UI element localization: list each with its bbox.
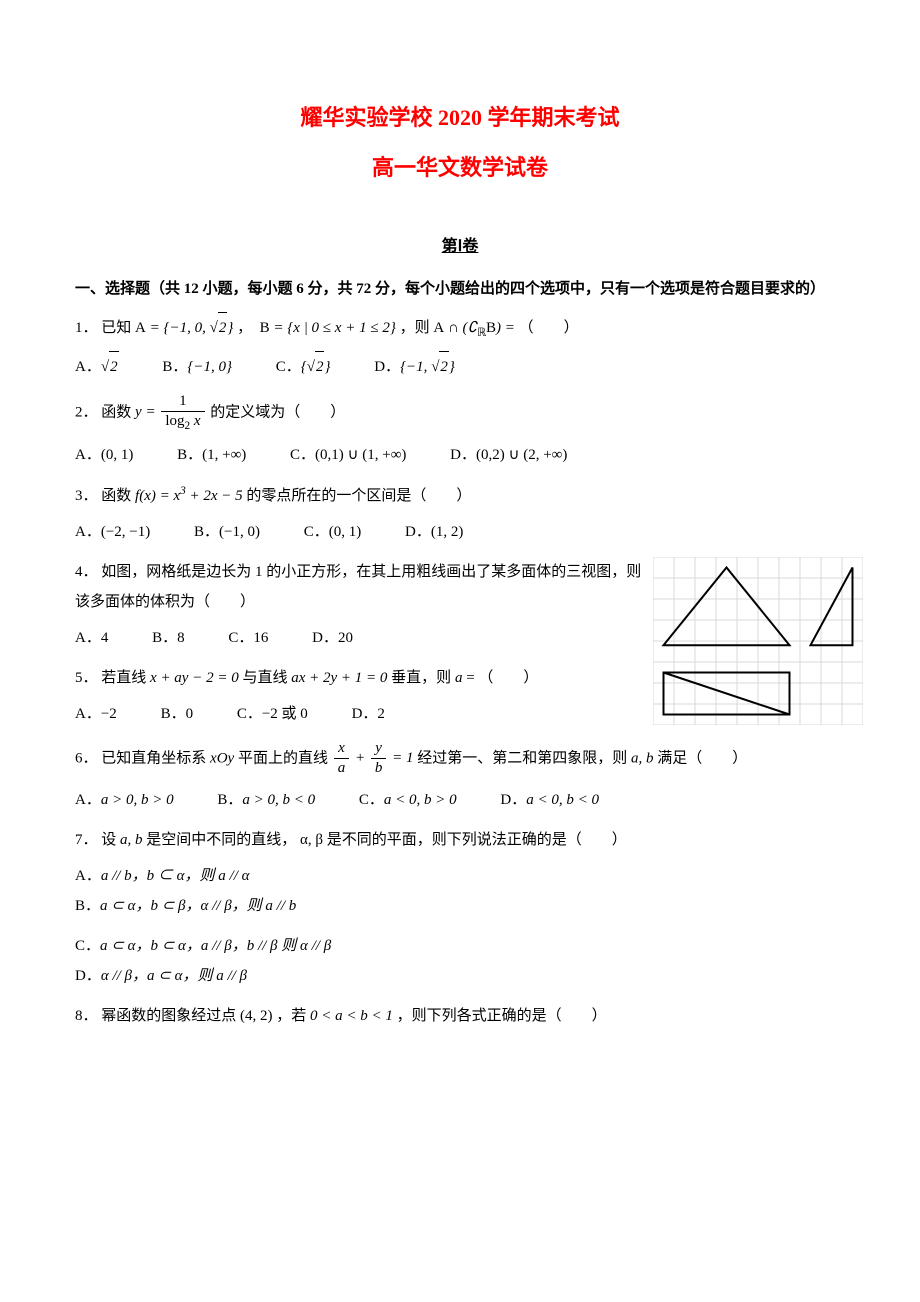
q7-stem-post: 是不同的平面，则下列说法正确的是（ ） xyxy=(327,832,627,848)
q6-stem-mid2: 经过第一、第二和第四象限，则 xyxy=(417,750,631,766)
q3-stem-pre: 函数 xyxy=(101,488,135,504)
question-7: 7． 设 a, b 是空间中不同的直线， α, β 是不同的平面，则下列说法正确… xyxy=(75,825,845,855)
q1-optC: C．{2} xyxy=(276,351,331,382)
q4-stem: 如图，网格纸是边长为 1 的小正方形，在其上用粗线画出了某多面体的三视图，则该多… xyxy=(75,564,641,610)
doc-title-line2: 高一华文数学试卷 xyxy=(75,150,845,182)
q5-optC: C．−2 或 0 xyxy=(237,699,308,729)
q5-line2: ax + 2y + 1 = 0 xyxy=(291,670,387,686)
q4-optA: A．4 xyxy=(75,623,108,653)
q1-setB: B = {x | 0 ≤ x + 1 ≤ 2} xyxy=(260,320,396,336)
q2-optC: C．(0,1) ∪ (1, +∞) xyxy=(290,440,406,470)
q5-optA: A．−2 xyxy=(75,699,117,729)
q2-num: 2． xyxy=(75,404,98,420)
q3-optC: C．(0, 1) xyxy=(304,517,362,547)
q1-num: 1． xyxy=(75,320,98,336)
q2-choices: A．(0, 1) B．(1, +∞) C．(0,1) ∪ (1, +∞) D．(… xyxy=(75,440,845,470)
q5-stem-pre: 若直线 xyxy=(101,670,150,686)
q2-func: y = 1log2 x xyxy=(135,404,207,420)
q7-optC: C．a ⊂ α，b ⊂ α，a // β，b // β 则 α // β xyxy=(75,931,445,961)
q7-optD: D．α // β，a ⊂ α，则 a // β xyxy=(75,961,445,991)
doc-title-line1: 耀华实验学校 2020 学年期末考试 xyxy=(75,100,845,132)
question-8: 8． 幂函数的图象经过点 (4, 2) ，若 0 < a < b < 1 ，则下… xyxy=(75,1001,845,1031)
q6-ab: a, b xyxy=(631,750,654,766)
q5-stem-post: 垂直，则 a = （ ） xyxy=(391,670,538,686)
q5-stem-mid: 与直线 xyxy=(242,670,291,686)
q3-choices: A．(−2, −1) B．(−1, 0) C．(0, 1) D．(1, 2) xyxy=(75,517,845,547)
part-heading: 第Ⅰ卷 xyxy=(75,232,845,256)
q1-choices: A．2 B．{−1, 0} C．{2} D．{−1, 2} xyxy=(75,351,845,382)
q3-optD: D．(1, 2) xyxy=(405,517,463,547)
q3-func: f(x) = x3 + 2x − 5 xyxy=(135,488,243,504)
q2-optD: D．(0,2) ∪ (2, +∞) xyxy=(450,440,567,470)
q6-num: 6． xyxy=(75,750,98,766)
q4-optD: D．20 xyxy=(312,623,353,653)
q8-num: 8． xyxy=(75,1008,98,1024)
q6-optB: B．a > 0, b < 0 xyxy=(217,785,315,815)
q7-choices-row1: A．a // b，b ⊂ α，则 a // α B．a ⊂ α，b ⊂ β，α … xyxy=(75,861,845,921)
q6-stem-pre: 已知直角坐标系 xyxy=(101,750,210,766)
question-3: 3． 函数 f(x) = x3 + 2x − 5 的零点所在的一个区间是（ ） xyxy=(75,480,845,511)
q2-optA: A．(0, 1) xyxy=(75,440,133,470)
q8-cond: 0 < a < b < 1 xyxy=(310,1008,393,1024)
question-1: 1． 已知 A = {−1, 0, 2} ， B = {x | 0 ≤ x + … xyxy=(75,312,845,345)
page: 耀华实验学校 2020 学年期末考试 高一华文数学试卷 第Ⅰ卷 一、选择题（共 … xyxy=(0,0,920,1302)
q6-optA: A．a > 0, b > 0 xyxy=(75,785,174,815)
q8-pt: (4, 2) xyxy=(240,1008,273,1024)
q7-alphabeta: α, β xyxy=(300,832,323,848)
q2-stem-pre: 函数 xyxy=(101,404,135,420)
q3-stem-post: 的零点所在的一个区间是（ ） xyxy=(246,488,471,504)
q8-stem-post: ，则下列各式正确的是（ ） xyxy=(397,1008,607,1024)
q7-optB: B．a ⊂ α，b ⊂ β，α // β，则 a // b xyxy=(75,891,445,921)
q4-optC: C．16 xyxy=(228,623,268,653)
q4-three-view-diagram xyxy=(653,557,863,730)
q1-comma: ， xyxy=(237,320,256,336)
q7-optA: A．a // b，b ⊂ α，则 a // α xyxy=(75,861,445,891)
q3-optA: A．(−2, −1) xyxy=(75,517,150,547)
q7-stem-pre: 设 xyxy=(101,832,120,848)
q8-stem-mid: ，若 xyxy=(276,1008,310,1024)
q5-line1: x + ay − 2 = 0 xyxy=(150,670,239,686)
q4-num: 4． xyxy=(75,564,98,580)
question-2: 2． 函数 y = 1log2 x 的定义域为（ ） xyxy=(75,392,845,434)
q6-stem-mid1: 平面上的直线 xyxy=(238,750,332,766)
q7-ab: a, b xyxy=(120,832,143,848)
q1-blank: （ ） xyxy=(519,320,579,336)
q5-optB: B．0 xyxy=(161,699,194,729)
q5-num: 5． xyxy=(75,670,98,686)
q6-optD: D．a < 0, b < 0 xyxy=(500,785,599,815)
q4-optB: B．8 xyxy=(152,623,185,653)
three-view-svg xyxy=(653,557,863,725)
q6-optC: C．a < 0, b > 0 xyxy=(359,785,457,815)
q2-optB: B．(1, +∞) xyxy=(177,440,246,470)
q1-expr: A ∩ (∁ℝB) = xyxy=(433,320,515,336)
q2-stem-post: 的定义域为（ ） xyxy=(210,404,345,420)
q1-optA: A．2 xyxy=(75,351,119,382)
question-4-wrap: 4． 如图，网格纸是边长为 1 的小正方形，在其上用粗线画出了某多面体的三视图，… xyxy=(75,557,845,729)
section1-heading: 一、选择题（共 12 小题，每小题 6 分，共 72 分，每个小题给出的四个选项… xyxy=(75,274,845,304)
q1-setA: A = {−1, 0, 2} xyxy=(135,320,233,336)
q6-line: xa + yb = 1 xyxy=(332,750,414,766)
q3-num: 3． xyxy=(75,488,98,504)
q1-optB: B．{−1, 0} xyxy=(162,352,232,382)
q7-num: 7． xyxy=(75,832,98,848)
q1-then: ，则 xyxy=(400,320,434,336)
q1-optD: D．{−1, 2} xyxy=(374,351,455,382)
q3-optB: B．(−1, 0) xyxy=(194,517,260,547)
q8-stem-pre: 幂函数的图象经过点 xyxy=(101,1008,240,1024)
q6-choices: A．a > 0, b > 0 B．a > 0, b < 0 C．a < 0, b… xyxy=(75,785,845,815)
q6-xOy: xOy xyxy=(210,750,234,766)
q7-stem-mid1: 是空间中不同的直线， xyxy=(146,832,296,848)
question-6: 6． 已知直角坐标系 xOy 平面上的直线 xa + yb = 1 经过第一、第… xyxy=(75,739,845,779)
q1-stem-pre: 已知 xyxy=(101,320,135,336)
q5-optD: D．2 xyxy=(352,699,385,729)
q7-choices-row2: C．a ⊂ α，b ⊂ α，a // β，b // β 则 α // β D．α… xyxy=(75,931,845,991)
q6-stem-post: 满足（ ） xyxy=(657,750,747,766)
